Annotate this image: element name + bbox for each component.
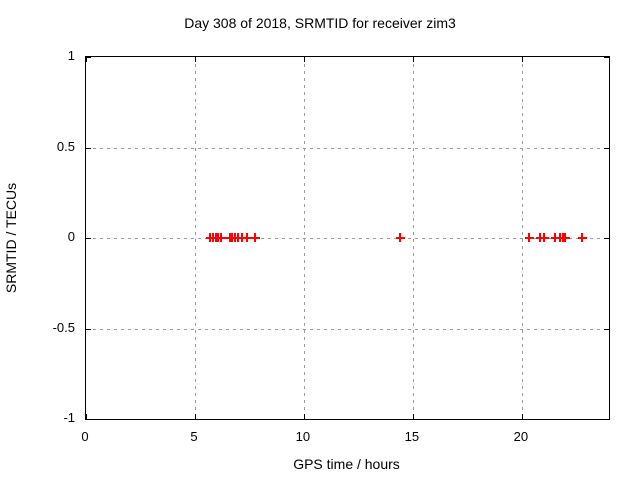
- data-point-marker: [524, 233, 534, 242]
- data-point-marker: [250, 233, 260, 242]
- y-tick-mark: [604, 57, 609, 58]
- y-tick-label: -0.5: [52, 319, 75, 335]
- y-tick-mark: [604, 419, 609, 420]
- x-axis-label: GPS time / hours: [293, 456, 400, 472]
- y-tick-mark: [604, 328, 609, 330]
- data-point-marker: [216, 233, 226, 242]
- chart-title: Day 308 of 2018, SRMTID for receiver zim…: [184, 15, 456, 31]
- data-point-marker: [395, 233, 405, 242]
- data-point-marker: [577, 233, 587, 242]
- y-gridline: [86, 238, 609, 239]
- data-point-marker: [242, 233, 252, 242]
- y-gridline: [86, 147, 609, 149]
- y-gridline: [86, 328, 609, 330]
- y-tick-mark: [86, 57, 91, 58]
- x-tick-label: 15: [404, 429, 420, 444]
- x-tick-label: 5: [190, 429, 198, 444]
- y-tick-mark: [86, 238, 91, 239]
- y-tick-mark: [86, 147, 91, 149]
- x-tick-label: 0: [81, 429, 89, 444]
- x-tick-label: 10: [295, 429, 311, 444]
- x-tick-mark: [521, 57, 523, 62]
- x-tick-mark: [194, 414, 196, 419]
- x-tick-mark: [412, 414, 414, 419]
- data-point-marker: [560, 233, 570, 242]
- y-tick-mark: [604, 147, 609, 149]
- y-tick-mark: [86, 419, 91, 420]
- y-axis-label: SRMTID / TECUs: [3, 182, 19, 294]
- y-tick-label: -1: [63, 410, 75, 425]
- x-tick-mark: [86, 414, 87, 419]
- y-tick-label: 0: [67, 229, 75, 244]
- x-tick-mark: [86, 57, 87, 62]
- y-tick-mark: [604, 238, 609, 239]
- x-tick-mark: [303, 414, 305, 419]
- x-tick-mark: [194, 57, 196, 62]
- y-tick-label: 0.5: [56, 138, 75, 154]
- y-tick-mark: [86, 328, 91, 330]
- x-tick-mark: [303, 57, 305, 62]
- data-point-marker: [539, 233, 549, 242]
- data-point-marker: [237, 233, 247, 242]
- y-tick-label: 1: [67, 48, 75, 63]
- plot-area: [85, 56, 610, 420]
- x-tick-mark: [521, 414, 523, 419]
- x-tick-mark: [412, 57, 414, 62]
- x-tick-label: 20: [513, 429, 529, 444]
